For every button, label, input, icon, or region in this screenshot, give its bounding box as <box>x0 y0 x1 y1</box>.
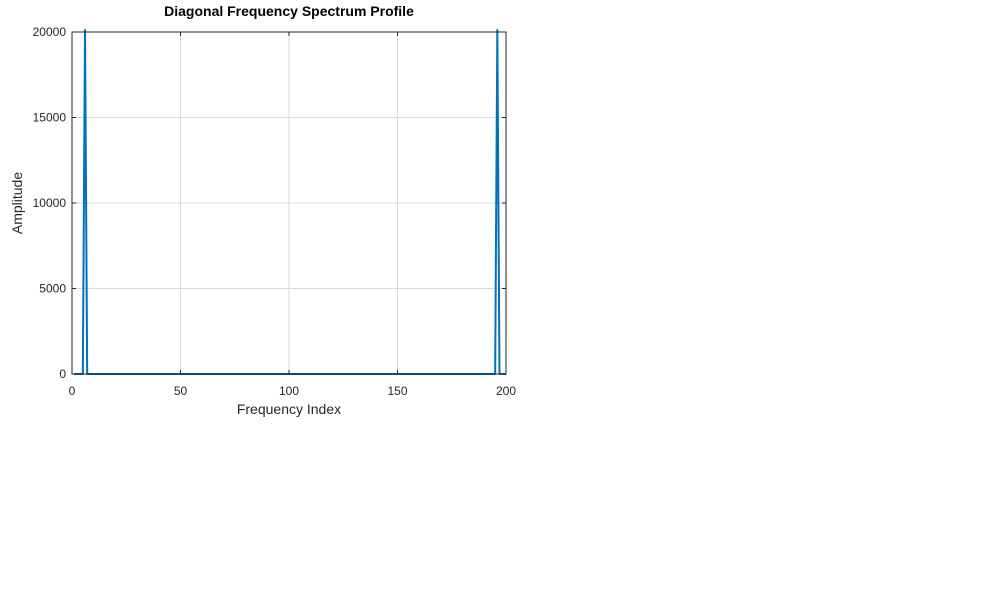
y-tick-label: 10000 <box>33 196 67 210</box>
grid <box>72 32 506 374</box>
y-tick-label: 0 <box>59 367 66 381</box>
y-tick-label: 15000 <box>33 111 67 125</box>
x-tick-label: 150 <box>387 384 407 398</box>
plot-area <box>74 29 506 375</box>
axis-ticks: 0 50 100 150 200 0 5000 10000 15000 20000 <box>33 25 517 398</box>
y-axis-label: Amplitude <box>9 172 25 234</box>
chart-title: Diagonal Frequency Spectrum Profile <box>164 3 414 19</box>
x-tick-label: 100 <box>279 384 299 398</box>
x-tick-label: 200 <box>496 384 516 398</box>
x-axis-label: Frequency Index <box>237 401 341 417</box>
x-tick-label: 50 <box>174 384 188 398</box>
y-tick-label: 20000 <box>33 25 67 39</box>
x-tick-label: 0 <box>69 384 76 398</box>
y-tick-label: 5000 <box>39 282 66 296</box>
series-line <box>74 29 506 375</box>
